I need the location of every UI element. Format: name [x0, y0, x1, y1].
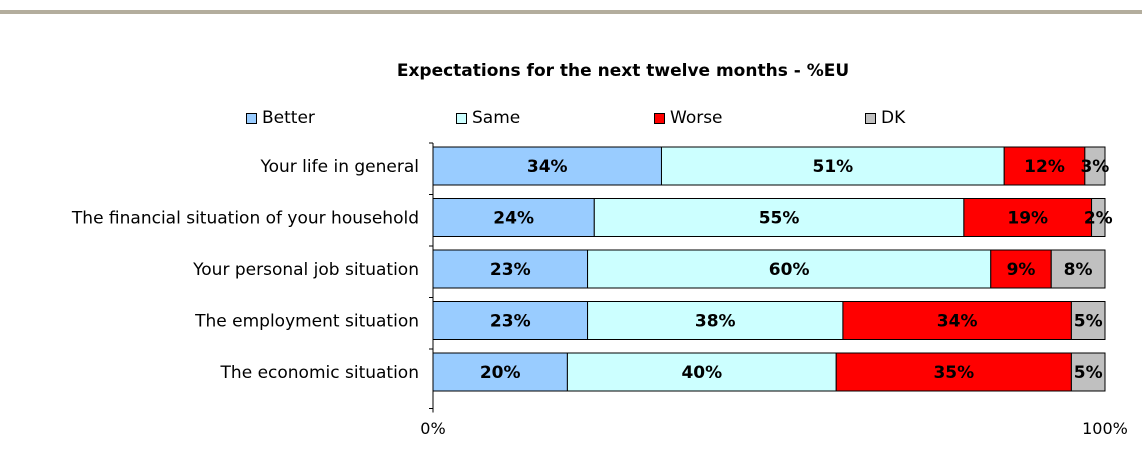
- category-label: The financial situation of your househol…: [71, 209, 419, 229]
- legend-label-same: Same: [472, 108, 521, 128]
- bar-segment-dk: [1084, 146, 1106, 186]
- bar-segment-same: [660, 146, 1005, 186]
- x-tick-label: 100%: [1082, 419, 1128, 438]
- data-label: 34%: [937, 312, 978, 332]
- legend-item-same: Same: [456, 108, 520, 128]
- data-label: 5%: [1074, 312, 1103, 332]
- legend-swatch-better: [246, 112, 257, 124]
- category-label: Your life in general: [259, 157, 419, 177]
- data-label: 51%: [812, 157, 853, 177]
- data-label: 19%: [1007, 209, 1048, 229]
- x-tick-label: 0%: [420, 419, 445, 438]
- bar-segment-better: [432, 146, 662, 186]
- data-label: 23%: [490, 260, 531, 280]
- bar-segment-better: [432, 301, 589, 340]
- bar-segment-better: [432, 352, 568, 392]
- bar-segment-dk: [1091, 198, 1106, 237]
- legend-item-worse: Worse: [654, 108, 723, 128]
- category-label: The economic situation: [220, 363, 419, 383]
- data-label: 8%: [1064, 260, 1093, 280]
- data-label: 24%: [493, 209, 534, 229]
- data-label: 34%: [527, 157, 568, 177]
- bar-segment-same: [587, 249, 992, 289]
- bar-segment-dk: [1050, 249, 1106, 289]
- bar-segment-same: [593, 198, 965, 237]
- data-label: 40%: [681, 363, 722, 383]
- legend: Better Same Worse DK: [0, 108, 1142, 132]
- bar-segment-better: [432, 198, 595, 237]
- category-label: The employment situation: [194, 312, 419, 332]
- bar-segment-same: [566, 352, 837, 392]
- bar-segment-worse: [990, 249, 1052, 289]
- legend-swatch-dk: [865, 112, 876, 124]
- legend-label-dk: DK: [881, 108, 906, 128]
- legend-label-worse: Worse: [670, 108, 723, 128]
- data-label: 35%: [933, 363, 974, 383]
- data-label: 60%: [769, 260, 810, 280]
- data-label: 2%: [1084, 209, 1113, 229]
- bar-segment-worse: [1003, 146, 1086, 186]
- legend-swatch-worse: [654, 112, 665, 124]
- data-label: 5%: [1074, 363, 1103, 383]
- bar-segment-better: [432, 249, 589, 289]
- data-label: 3%: [1080, 157, 1109, 177]
- bar-segment-worse: [842, 301, 1072, 340]
- legend-item-better: Better: [246, 108, 315, 128]
- legend-label-better: Better: [262, 108, 315, 128]
- data-label: 55%: [759, 209, 800, 229]
- bar-segment-dk: [1070, 352, 1106, 392]
- legend-swatch-same: [456, 112, 467, 124]
- chart-title: Expectations for the next twelve months …: [396, 61, 850, 81]
- data-label: 23%: [490, 312, 531, 332]
- data-label: 9%: [1007, 260, 1036, 280]
- legend-item-dk: DK: [865, 108, 905, 128]
- bar-segment-same: [587, 301, 844, 340]
- data-label: 20%: [480, 363, 521, 383]
- bar-segment-dk: [1070, 301, 1106, 340]
- data-label: 12%: [1024, 157, 1065, 177]
- bar-segment-worse: [835, 352, 1072, 392]
- data-label: 38%: [695, 312, 736, 332]
- category-label: Your personal job situation: [192, 260, 419, 280]
- top-divider: [0, 10, 1142, 14]
